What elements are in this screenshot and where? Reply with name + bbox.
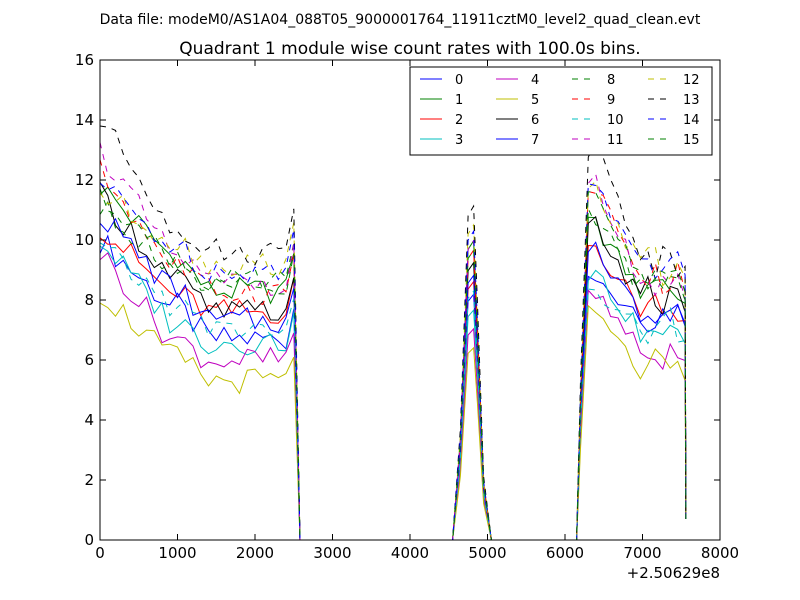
legend-label-6: 6 <box>531 113 539 128</box>
x-tick-label: 5000 <box>468 544 506 562</box>
legend-label-5: 5 <box>531 93 539 108</box>
series-line-7 <box>100 217 687 540</box>
legend-label-3: 3 <box>455 133 463 148</box>
series-line-9 <box>100 159 687 540</box>
suptitle: Data file: modeM0/AS1A04_088T05_90000017… <box>100 12 701 28</box>
x-tick-label: 3000 <box>313 544 351 562</box>
axis-layer: 0 1000 2000 3000 4000 5000 6000 7000 80000246810… <box>75 51 739 562</box>
y-tick-label: 6 <box>84 351 94 369</box>
x-offset-label: +2.50629e8 <box>627 564 720 582</box>
x-tick-label: 2000 <box>236 544 274 562</box>
y-tick-label: 0 <box>84 531 94 549</box>
y-tick-label: 16 <box>75 51 94 69</box>
series-line-4 <box>100 252 687 540</box>
series-line-0 <box>100 234 687 540</box>
y-tick-label: 10 <box>75 231 94 249</box>
x-tick-label: 7000 <box>623 544 661 562</box>
series-line-10 <box>100 242 687 540</box>
legend-label-12: 12 <box>683 73 700 88</box>
legend-label-2: 2 <box>455 113 463 128</box>
series-line-15 <box>100 188 687 540</box>
y-tick-label: 12 <box>75 171 94 189</box>
series-line-2 <box>100 237 687 540</box>
y-tick-label: 14 <box>75 111 94 129</box>
x-tick-label: 6000 <box>546 544 584 562</box>
chart-title: Quadrant 1 module wise count rates with … <box>179 39 640 59</box>
legend-label-11: 11 <box>607 133 624 148</box>
legend-label-4: 4 <box>531 73 539 88</box>
legend-label-7: 7 <box>531 133 539 148</box>
x-tick-label: 1000 <box>158 544 196 562</box>
y-tick-label: 4 <box>84 411 94 429</box>
legend-label-10: 10 <box>607 113 624 128</box>
series-line-5 <box>100 302 687 540</box>
legend-box <box>409 66 713 156</box>
legend-label-0: 0 <box>455 73 463 88</box>
legend-label-9: 9 <box>607 93 615 108</box>
x-tick-label: 0 <box>95 544 105 562</box>
series-line-13 <box>100 125 687 540</box>
series-line-11 <box>100 142 687 540</box>
series-line-6 <box>100 181 687 540</box>
y-tick-label: 8 <box>84 291 94 309</box>
legend-label-14: 14 <box>683 113 700 128</box>
x-tick-label: 8000 <box>701 544 739 562</box>
legend-label-1: 1 <box>455 93 463 108</box>
legend-label-15: 15 <box>683 133 700 148</box>
y-tick-label: 2 <box>84 471 94 489</box>
legend-label-13: 13 <box>683 93 700 108</box>
series-line-14 <box>100 182 687 540</box>
x-tick-label: 4000 <box>391 544 429 562</box>
series-line-1 <box>100 186 687 540</box>
legend-label-8: 8 <box>607 73 615 88</box>
series-layer <box>100 125 687 540</box>
